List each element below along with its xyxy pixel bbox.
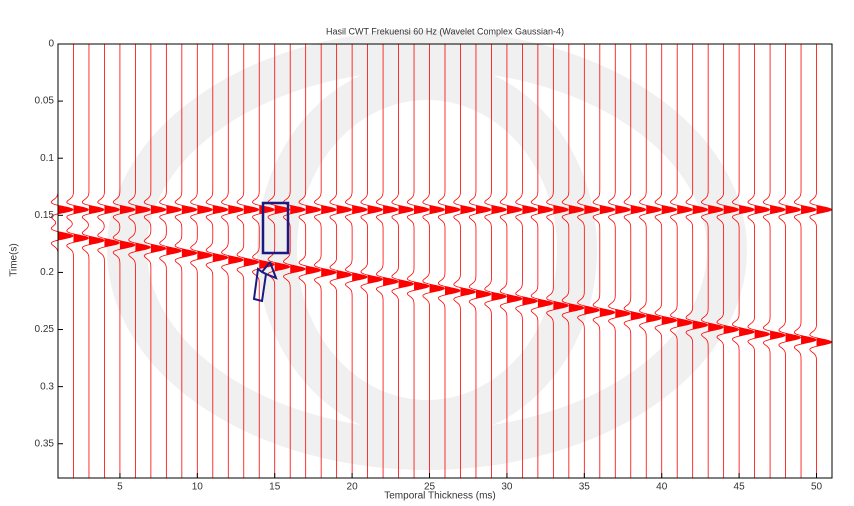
trace-fill [770,44,786,478]
trace [484,44,507,478]
trace [747,44,771,478]
trace-fill [785,44,801,478]
trace [174,44,198,478]
trace [360,44,384,478]
trace [314,44,337,478]
trace [329,44,353,478]
trace-fill [801,44,817,478]
trace [81,44,105,478]
y-tick-label: 0.05 [35,96,55,107]
trace [639,44,662,478]
trace-fill [243,44,259,478]
watermark [107,30,747,470]
trace [97,44,120,478]
trace [623,44,647,478]
trace-fill [150,44,166,478]
trace-fill [88,44,104,478]
trace [406,44,430,478]
trace [267,44,291,478]
trace [112,44,136,478]
trace [778,44,802,478]
arrow [252,261,278,303]
x-tick-label: 5 [117,482,123,493]
trace [546,44,569,478]
trace [793,44,817,478]
trace [375,44,399,478]
y-tick-label: 0.3 [40,381,54,392]
trace [205,44,229,478]
x-tick-label: 15 [269,482,281,493]
trace [143,44,167,478]
trace [391,44,415,478]
trace [437,44,461,478]
x-tick-label: 10 [192,482,204,493]
trace [685,44,709,478]
trace-fill [754,44,770,478]
trace [577,44,600,478]
y-tick-label: 0.1 [40,153,54,164]
y-tick-label: 0 [48,39,54,50]
trace [561,44,585,478]
x-tick-label: 20 [347,482,359,493]
trace-fill [816,44,832,478]
trace [530,44,554,478]
x-tick-label: 25 [424,482,436,493]
trace [499,44,523,478]
trace [128,44,151,478]
trace [468,44,492,478]
trace [809,44,833,478]
trace [701,44,724,478]
trace-fill [692,44,708,478]
trace [592,44,616,478]
trace [608,44,631,478]
trace [298,44,322,478]
trace-fill [166,44,182,478]
trace [762,44,786,478]
trace [515,44,538,478]
trace [716,44,740,478]
trace [252,44,275,478]
trace-fill [73,44,89,478]
x-tick-label: 35 [579,482,591,493]
trace [159,44,182,478]
trace [221,44,244,478]
trace [453,44,476,478]
x-tick-label: 30 [501,482,513,493]
chart-title: Hasil CWT Frekuensi 60 Hz (Wavelet Compl… [326,26,564,36]
trace [654,44,678,478]
trace [190,44,213,478]
y-tick-label: 0.35 [35,438,55,449]
trace [66,44,89,478]
trace [236,44,260,478]
x-tick-label: 50 [811,482,823,493]
trace [670,44,693,478]
trace-fill [228,44,244,478]
y-tick-label: 0.2 [40,267,54,278]
y-tick-label: 0.15 [35,210,55,221]
x-axis-label: Temporal Thickness (ms) [384,491,496,502]
trace [283,44,306,478]
highlight-box [261,201,290,255]
x-tick-label: 40 [656,482,668,493]
trace-fill [58,44,73,478]
plot-area [50,44,833,478]
trace [732,44,755,478]
trace [50,44,74,478]
axes-frame [57,43,833,479]
trace [422,44,446,478]
trace [345,44,368,478]
y-tick-label: 0.25 [35,324,55,335]
x-tick-label: 45 [734,482,746,493]
y-axis-label: Time(s) [9,243,20,277]
trace-fill [677,44,693,478]
